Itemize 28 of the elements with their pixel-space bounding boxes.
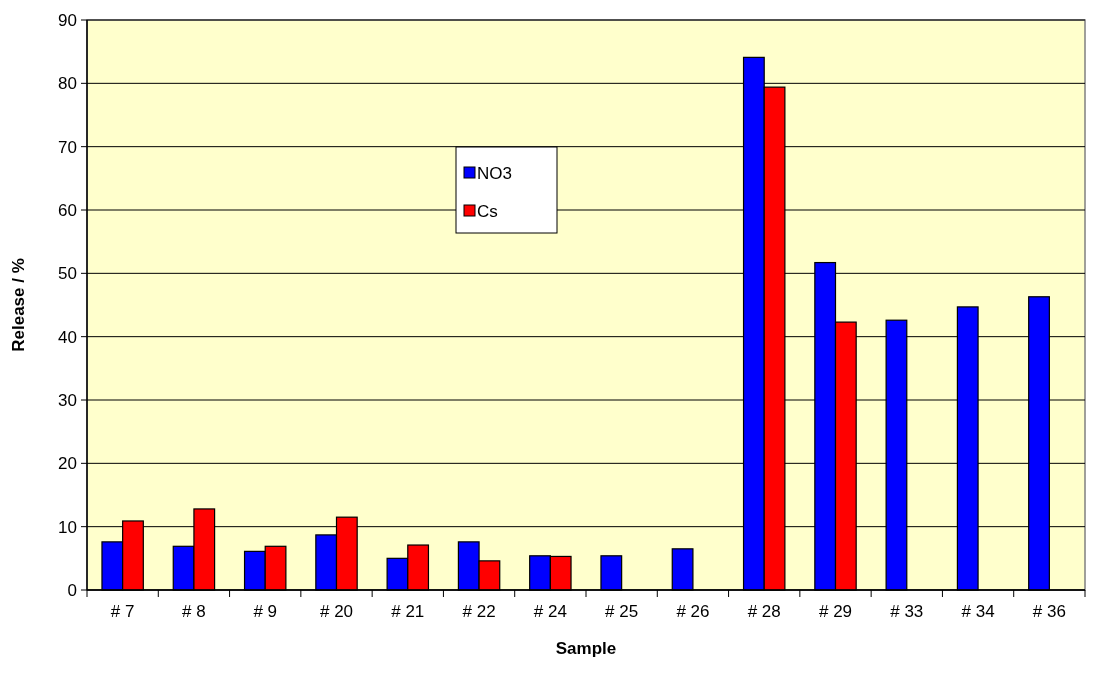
y-tick-label: 10 (58, 517, 77, 537)
x-tick-label: # 7 (110, 602, 135, 621)
x-tick-label: # 8 (182, 602, 206, 621)
x-tick-label: # 9 (253, 602, 278, 621)
x-tick-label: # 34 (961, 602, 995, 621)
x-axis-title: Sample (555, 639, 617, 658)
x-tick-label: # 22 (462, 602, 496, 621)
x-tick-label: # 29 (818, 602, 853, 621)
y-tick-label: 0 (67, 580, 77, 600)
y-tick-label: 80 (58, 74, 77, 94)
x-tick-label: # 25 (605, 602, 639, 621)
x-tick-label: # 20 (319, 602, 354, 621)
x-tick-label: # 36 (1032, 602, 1066, 621)
legend-label: NO3 (477, 163, 512, 183)
y-tick-label: 50 (58, 264, 77, 284)
y-axis-title: Release / % (9, 258, 28, 352)
y-tick-label: 20 (58, 454, 77, 474)
x-tick-label: # 21 (391, 602, 425, 621)
y-tick-label: 70 (58, 137, 77, 157)
y-tick-label: 60 (58, 200, 77, 220)
x-tick-label: # 33 (890, 602, 924, 621)
y-tick-label: 90 (58, 10, 77, 30)
x-tick-label: # 24 (533, 602, 567, 621)
y-tick-label: 30 (58, 390, 77, 410)
x-tick-label: # 26 (676, 602, 710, 621)
legend-label: Cs (477, 201, 498, 221)
x-tick-label: # 28 (747, 602, 781, 621)
y-tick-label: 40 (58, 327, 77, 347)
